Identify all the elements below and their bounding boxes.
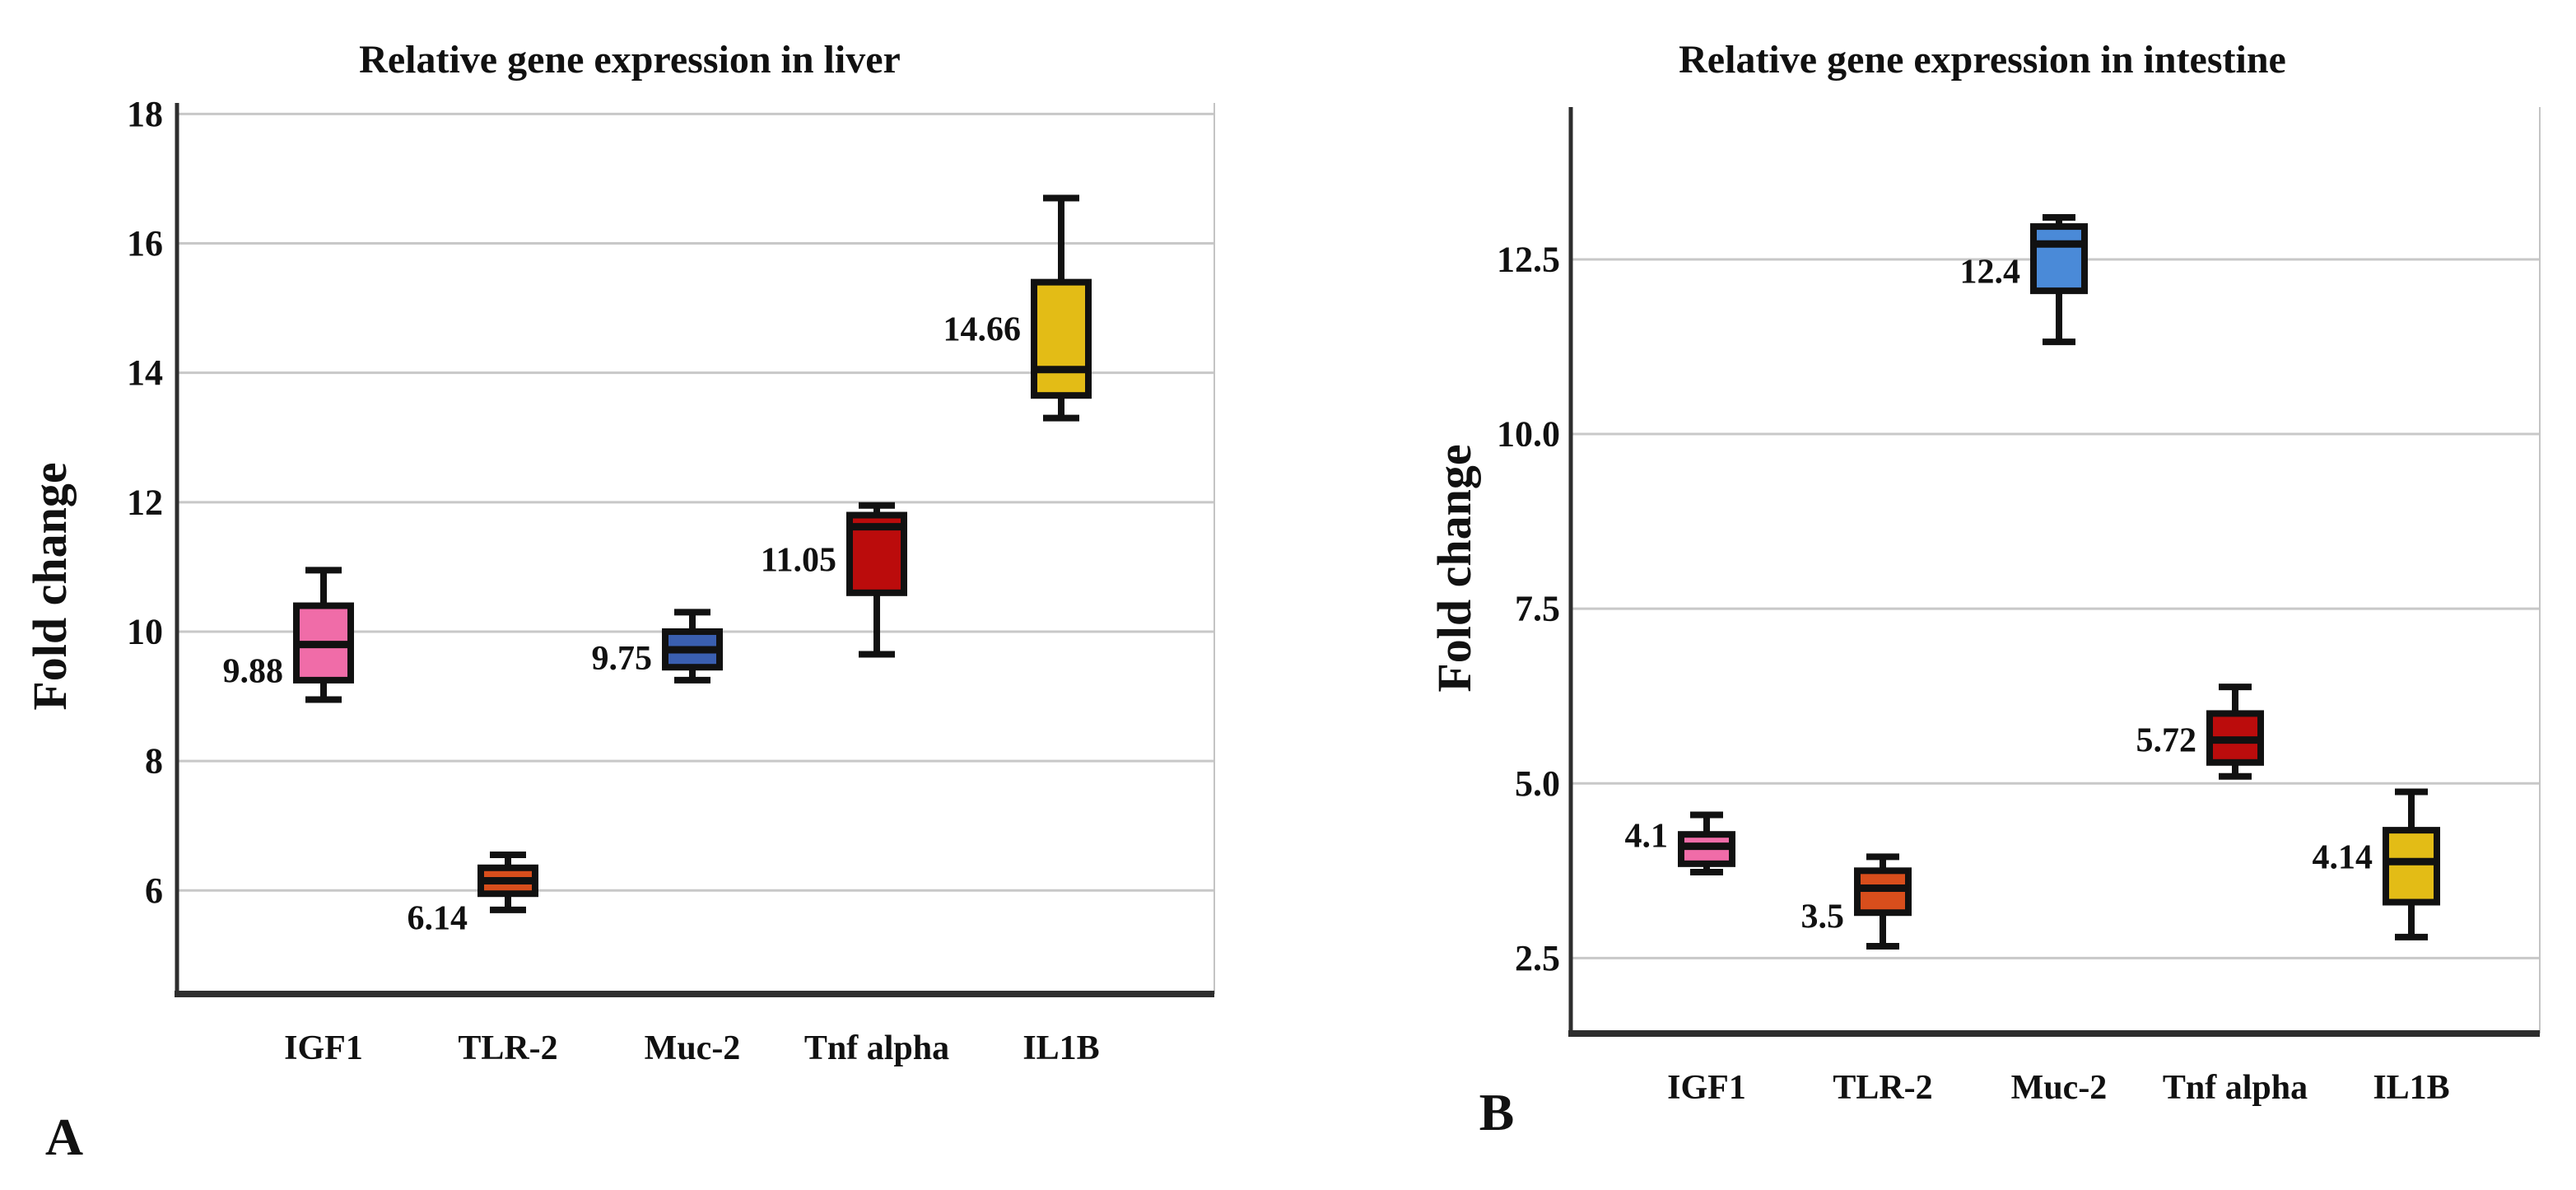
y-tick-label: 8 xyxy=(145,741,163,782)
mean-value-label: 12.4 xyxy=(1960,253,2021,291)
x-category-label: Tnf alpha xyxy=(804,1029,949,1067)
boxplot-muc-2: 12.4 xyxy=(1960,214,2088,346)
panel-letter: B xyxy=(1479,1083,1515,1141)
y-tick-label: 14 xyxy=(127,352,163,393)
panel-a: 18 16 14 12 10 8 6 Relative gene expression in … xyxy=(23,38,1215,1166)
boxplot-tlr-2: 6.14 xyxy=(408,852,538,937)
boxplot-tnf-alpha: 11.05 xyxy=(761,502,907,658)
boxplot-igf1: 4.1 xyxy=(1625,811,1735,876)
chart-title: Relative gene expression in liver xyxy=(359,38,901,82)
iqr-box xyxy=(2383,827,2440,906)
panel-b: 12.5 10.0 7.5 5.0 2.5 Relative gene expressio… xyxy=(1428,38,2541,1141)
mean-value-label: 14.66 xyxy=(943,311,1022,349)
boxplot-muc-2: 9.75 xyxy=(592,609,723,684)
boxplot-il1b: 4.14 xyxy=(2313,788,2440,940)
mean-value-label: 4.1 xyxy=(1625,818,1669,856)
boxplot-igf1: 9.88 xyxy=(223,567,354,703)
mean-value-label: 11.05 xyxy=(761,542,836,580)
y-tick-label: 10 xyxy=(127,611,163,651)
mean-value-label: 5.72 xyxy=(2136,722,2197,760)
boxplot-il1b: 14.66 xyxy=(943,194,1092,422)
boxplot-tlr-2: 3.5 xyxy=(1801,853,1912,950)
chart-title: Relative gene expression in intestine xyxy=(1679,38,2286,82)
y-tick-label: 10.0 xyxy=(1497,414,1560,455)
mean-value-label: 6.14 xyxy=(408,899,468,937)
y-axis-title: Fold change xyxy=(1428,444,1481,692)
x-category-label: Muc-2 xyxy=(2011,1069,2108,1107)
mean-value-label: 4.14 xyxy=(2313,838,2373,876)
panel-letter: A xyxy=(45,1108,83,1166)
x-category-label: Tnf alpha xyxy=(2163,1069,2308,1107)
y-tick-label: 7.5 xyxy=(1515,589,1560,629)
boxplot-tnf-alpha: 5.72 xyxy=(2136,684,2264,780)
y-tick-label: 12 xyxy=(127,482,163,522)
y-tick-label: 18 xyxy=(127,94,163,134)
y-axis-title: Fold change xyxy=(23,462,77,710)
mean-value-label: 3.5 xyxy=(1801,898,1845,936)
x-category-label: IGF1 xyxy=(284,1029,363,1067)
y-tick-label: 2.5 xyxy=(1515,938,1560,978)
x-category-label: TLR-2 xyxy=(1833,1069,1932,1107)
y-tick-label: 12.5 xyxy=(1497,239,1560,279)
x-category-label: IGF1 xyxy=(1667,1069,1746,1107)
x-category-label: TLR-2 xyxy=(458,1029,557,1067)
mean-value-label: 9.88 xyxy=(223,653,284,691)
x-category-label: IL1B xyxy=(2373,1069,2449,1107)
x-category-label: Muc-2 xyxy=(645,1029,741,1067)
mean-value-label: 9.75 xyxy=(592,640,653,678)
iqr-box xyxy=(2030,223,2088,295)
iqr-box xyxy=(1031,278,1092,399)
y-tick-label: 6 xyxy=(145,870,163,911)
x-category-label: IL1B xyxy=(1022,1029,1099,1067)
y-tick-label: 16 xyxy=(127,223,163,264)
y-tick-label: 5.0 xyxy=(1515,763,1560,804)
